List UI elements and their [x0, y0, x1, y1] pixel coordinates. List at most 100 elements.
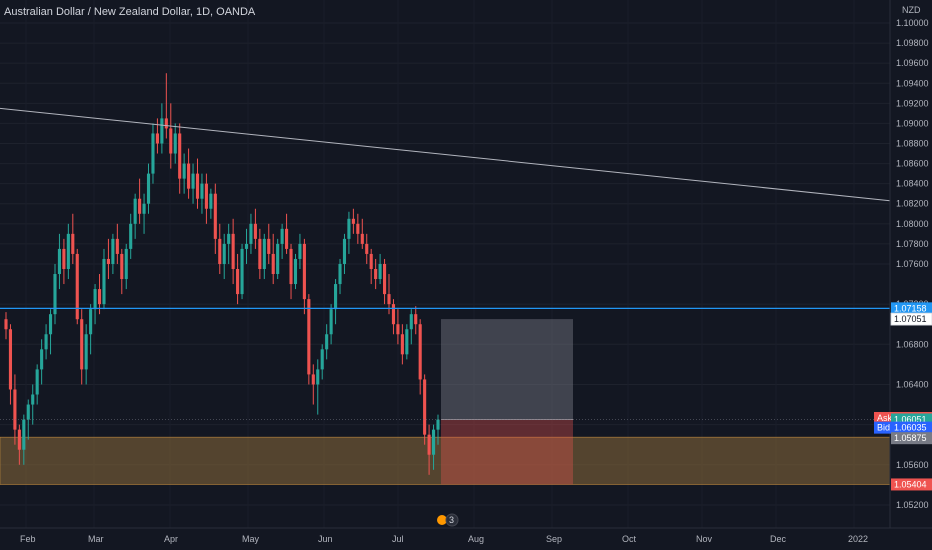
- candle-body[interactable]: [414, 314, 418, 325]
- candle-body[interactable]: [146, 173, 151, 204]
- candle-body[interactable]: [356, 223, 360, 234]
- candle-body[interactable]: [115, 238, 119, 254]
- candle-body[interactable]: [244, 243, 249, 249]
- candle-body[interactable]: [342, 238, 347, 264]
- candle-body[interactable]: [396, 324, 400, 335]
- candle-body[interactable]: [423, 379, 427, 435]
- candle-body[interactable]: [17, 429, 21, 450]
- stop-loss-zone[interactable]: [441, 419, 573, 485]
- candle-body[interactable]: [80, 319, 84, 370]
- candle-body[interactable]: [311, 374, 315, 385]
- time-marker[interactable]: 3: [437, 513, 459, 527]
- candle-body[interactable]: [236, 268, 240, 295]
- profit-zone[interactable]: [441, 319, 573, 420]
- candle-body[interactable]: [240, 248, 244, 295]
- candle-body[interactable]: [195, 173, 200, 199]
- candle-body[interactable]: [360, 233, 364, 244]
- candle-body[interactable]: [391, 304, 396, 325]
- candle-body[interactable]: [365, 243, 369, 254]
- candle-body[interactable]: [285, 228, 289, 249]
- candle-body[interactable]: [387, 294, 391, 305]
- candle-body[interactable]: [351, 218, 355, 224]
- candle-body[interactable]: [218, 238, 222, 264]
- candle-body[interactable]: [271, 253, 275, 275]
- candle-body[interactable]: [276, 243, 280, 275]
- candle-body[interactable]: [155, 133, 159, 144]
- candle-body[interactable]: [66, 233, 70, 269]
- candle-body[interactable]: [97, 289, 102, 305]
- candle-body[interactable]: [84, 334, 88, 370]
- candle-body[interactable]: [111, 238, 115, 264]
- candle-body[interactable]: [187, 163, 191, 189]
- candle-body[interactable]: [316, 369, 320, 385]
- candle-body[interactable]: [369, 253, 373, 269]
- candle-body[interactable]: [120, 253, 124, 280]
- candle-body[interactable]: [267, 238, 271, 254]
- candle-body[interactable]: [418, 324, 422, 380]
- candle-body[interactable]: [427, 434, 431, 455]
- candle-body[interactable]: [182, 163, 186, 179]
- candle-body[interactable]: [249, 223, 253, 244]
- candle-body[interactable]: [44, 334, 48, 350]
- candle-body[interactable]: [293, 258, 298, 285]
- candle-body[interactable]: [400, 334, 404, 355]
- candle-body[interactable]: [26, 404, 30, 420]
- candle-body[interactable]: [102, 258, 106, 305]
- candle-body[interactable]: [22, 419, 26, 450]
- trendline[interactable]: [0, 107, 891, 202]
- candle-body[interactable]: [160, 118, 164, 144]
- candle-body[interactable]: [75, 253, 79, 320]
- candle-body[interactable]: [53, 274, 57, 315]
- candle-body[interactable]: [4, 319, 8, 330]
- candle-body[interactable]: [298, 243, 302, 259]
- candle-body[interactable]: [71, 233, 75, 254]
- candle-body[interactable]: [253, 223, 257, 239]
- candle-body[interactable]: [227, 233, 231, 244]
- candle-body[interactable]: [164, 118, 168, 129]
- candle-body[interactable]: [436, 419, 440, 430]
- candle-body[interactable]: [204, 183, 208, 209]
- candle-body[interactable]: [431, 429, 436, 455]
- time-axis[interactable]: Feb Mar Apr May Jun Jul Aug Sep Oct Nov Dec 2022: [20, 534, 868, 544]
- candle-body[interactable]: [31, 394, 35, 405]
- candle-body[interactable]: [334, 284, 338, 310]
- candle-body[interactable]: [8, 329, 13, 390]
- candle-body[interactable]: [320, 349, 324, 370]
- candle-body[interactable]: [40, 349, 44, 370]
- candle-body[interactable]: [62, 248, 66, 269]
- candle-body[interactable]: [93, 289, 97, 310]
- candle-body[interactable]: [35, 369, 39, 395]
- candle-body[interactable]: [374, 268, 378, 280]
- candlesticks[interactable]: [4, 73, 440, 475]
- clock-icon[interactable]: [437, 515, 447, 525]
- candle-body[interactable]: [57, 248, 62, 275]
- candle-body[interactable]: [213, 193, 217, 239]
- candle-body[interactable]: [338, 263, 342, 285]
- candle-body[interactable]: [231, 233, 235, 269]
- candle-body[interactable]: [262, 238, 266, 269]
- candle-body[interactable]: [382, 263, 387, 295]
- candle-body[interactable]: [48, 314, 53, 335]
- demand-zone[interactable]: [0, 436, 891, 485]
- candle-body[interactable]: [209, 193, 213, 209]
- candle-body[interactable]: [329, 309, 333, 335]
- candle-body[interactable]: [289, 248, 293, 285]
- candle-body[interactable]: [178, 133, 182, 179]
- candle-body[interactable]: [302, 243, 306, 300]
- candle-body[interactable]: [151, 133, 155, 174]
- candle-body[interactable]: [280, 228, 284, 244]
- candle-body[interactable]: [124, 248, 128, 280]
- candle-body[interactable]: [13, 389, 17, 430]
- candle-body[interactable]: [222, 243, 226, 264]
- candle-body[interactable]: [138, 198, 142, 214]
- candle-body[interactable]: [307, 299, 311, 375]
- candle-body[interactable]: [173, 133, 177, 154]
- candle-body[interactable]: [200, 183, 204, 199]
- candle-body[interactable]: [405, 329, 409, 355]
- candle-body[interactable]: [378, 263, 382, 280]
- candle-body[interactable]: [258, 238, 262, 269]
- candle-body[interactable]: [89, 309, 93, 335]
- candle-body[interactable]: [347, 218, 351, 239]
- drawings[interactable]: [0, 107, 891, 420]
